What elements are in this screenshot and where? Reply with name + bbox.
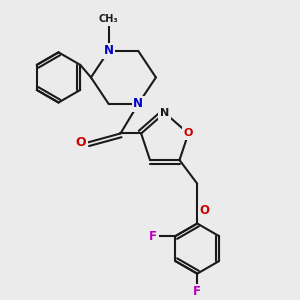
Text: N: N [160, 108, 170, 118]
Text: O: O [200, 204, 210, 217]
Text: CH₃: CH₃ [99, 14, 118, 24]
Text: O: O [184, 128, 193, 139]
Text: N: N [104, 44, 114, 57]
Text: F: F [193, 286, 201, 298]
Text: N: N [133, 98, 143, 110]
Text: F: F [149, 230, 158, 242]
Text: O: O [75, 136, 86, 149]
